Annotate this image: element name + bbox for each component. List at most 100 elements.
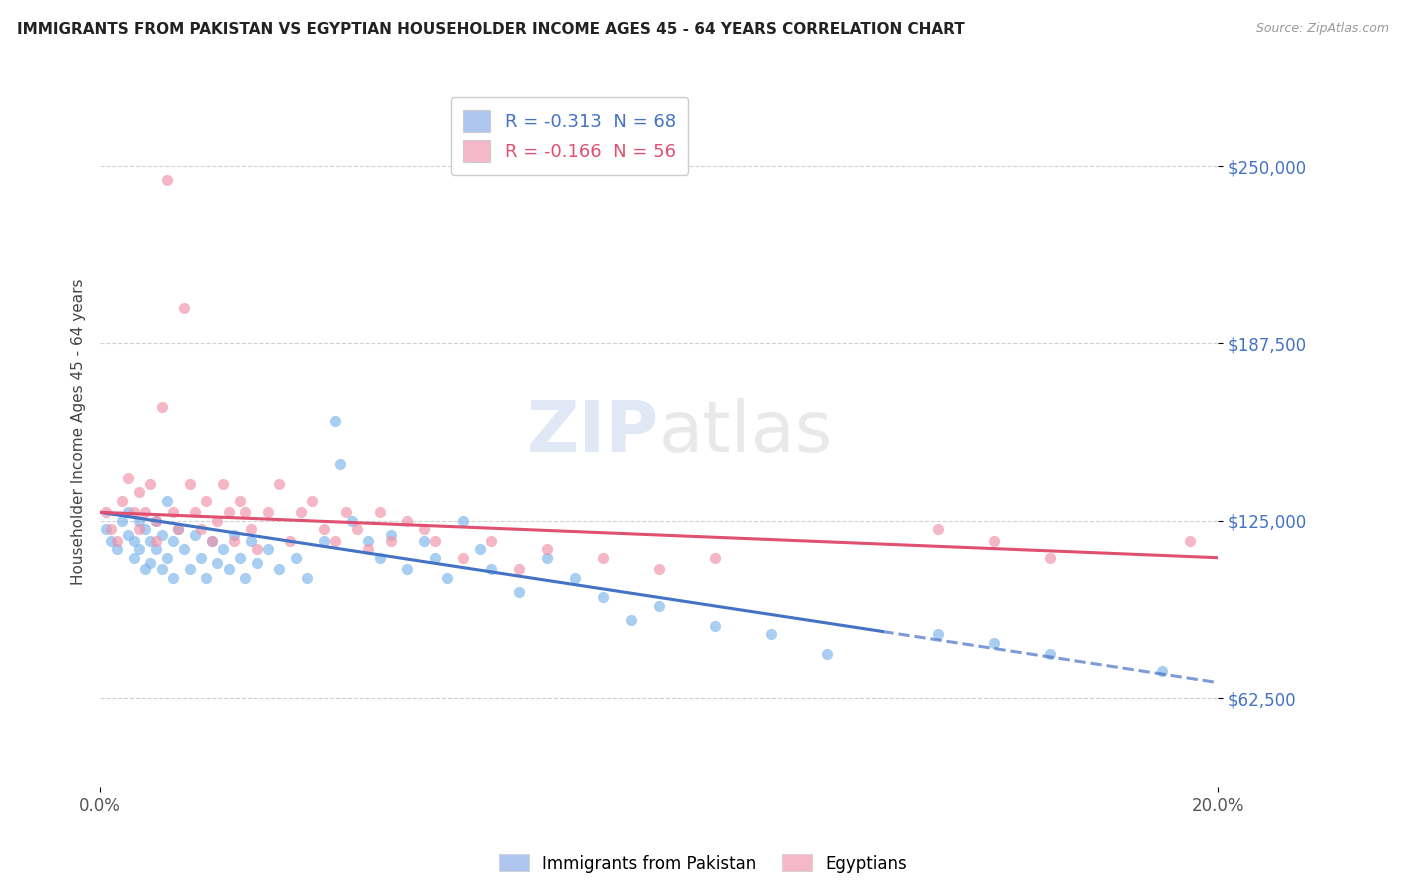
- Point: [207, 557, 229, 571]
- Point: [139, 477, 162, 491]
- Point: [290, 505, 312, 519]
- Point: [134, 562, 156, 576]
- Point: [117, 528, 139, 542]
- Point: [648, 562, 671, 576]
- Point: [267, 562, 290, 576]
- Point: [173, 301, 195, 315]
- Point: [380, 528, 402, 542]
- Point: [536, 550, 558, 565]
- Point: [312, 522, 335, 536]
- Point: [150, 401, 173, 415]
- Point: [128, 522, 150, 536]
- Point: [703, 619, 725, 633]
- Point: [184, 505, 207, 519]
- Point: [301, 494, 323, 508]
- Point: [284, 550, 307, 565]
- Point: [335, 505, 357, 519]
- Point: [592, 591, 614, 605]
- Point: [224, 528, 246, 542]
- Point: [323, 415, 346, 429]
- Point: [224, 533, 246, 548]
- Point: [564, 570, 586, 584]
- Point: [111, 494, 134, 508]
- Legend: R = -0.313  N = 68, R = -0.166  N = 56: R = -0.313 N = 68, R = -0.166 N = 56: [450, 97, 689, 175]
- Point: [1178, 533, 1201, 548]
- Point: [703, 550, 725, 565]
- Point: [207, 514, 229, 528]
- Point: [453, 550, 475, 565]
- Point: [436, 570, 458, 584]
- Point: [162, 533, 184, 548]
- Point: [212, 477, 235, 491]
- Point: [195, 570, 218, 584]
- Point: [312, 533, 335, 548]
- Point: [128, 485, 150, 500]
- Point: [592, 550, 614, 565]
- Point: [468, 542, 491, 557]
- Point: [1039, 550, 1062, 565]
- Point: [190, 522, 212, 536]
- Point: [759, 627, 782, 641]
- Point: [122, 505, 145, 519]
- Point: [648, 599, 671, 613]
- Point: [346, 522, 368, 536]
- Point: [139, 533, 162, 548]
- Point: [357, 533, 380, 548]
- Point: [105, 533, 128, 548]
- Point: [267, 477, 290, 491]
- Point: [173, 542, 195, 557]
- Point: [425, 550, 447, 565]
- Point: [117, 505, 139, 519]
- Point: [167, 522, 190, 536]
- Point: [256, 542, 278, 557]
- Point: [184, 528, 207, 542]
- Point: [134, 505, 156, 519]
- Point: [479, 562, 502, 576]
- Point: [145, 533, 167, 548]
- Point: [150, 528, 173, 542]
- Point: [117, 471, 139, 485]
- Point: [111, 514, 134, 528]
- Point: [245, 542, 267, 557]
- Point: [94, 505, 117, 519]
- Point: [167, 522, 190, 536]
- Point: [357, 542, 380, 557]
- Point: [368, 505, 391, 519]
- Point: [508, 562, 530, 576]
- Point: [240, 533, 263, 548]
- Point: [122, 550, 145, 565]
- Point: [134, 522, 156, 536]
- Point: [179, 562, 201, 576]
- Point: [295, 570, 318, 584]
- Point: [240, 522, 263, 536]
- Point: [156, 494, 179, 508]
- Point: [100, 533, 122, 548]
- Text: atlas: atlas: [659, 398, 834, 467]
- Point: [156, 550, 179, 565]
- Point: [201, 533, 224, 548]
- Point: [536, 542, 558, 557]
- Point: [245, 557, 267, 571]
- Point: [212, 542, 235, 557]
- Point: [201, 533, 224, 548]
- Point: [413, 522, 436, 536]
- Point: [368, 550, 391, 565]
- Point: [145, 514, 167, 528]
- Point: [128, 514, 150, 528]
- Point: [162, 570, 184, 584]
- Point: [815, 647, 838, 661]
- Point: [340, 514, 363, 528]
- Point: [983, 636, 1005, 650]
- Text: Source: ZipAtlas.com: Source: ZipAtlas.com: [1256, 22, 1389, 36]
- Point: [235, 505, 257, 519]
- Point: [190, 550, 212, 565]
- Point: [229, 494, 252, 508]
- Point: [396, 514, 419, 528]
- Point: [94, 522, 117, 536]
- Point: [156, 173, 179, 187]
- Point: [162, 505, 184, 519]
- Text: IMMIGRANTS FROM PAKISTAN VS EGYPTIAN HOUSEHOLDER INCOME AGES 45 - 64 YEARS CORRE: IMMIGRANTS FROM PAKISTAN VS EGYPTIAN HOU…: [17, 22, 965, 37]
- Point: [139, 557, 162, 571]
- Point: [927, 627, 949, 641]
- Point: [122, 533, 145, 548]
